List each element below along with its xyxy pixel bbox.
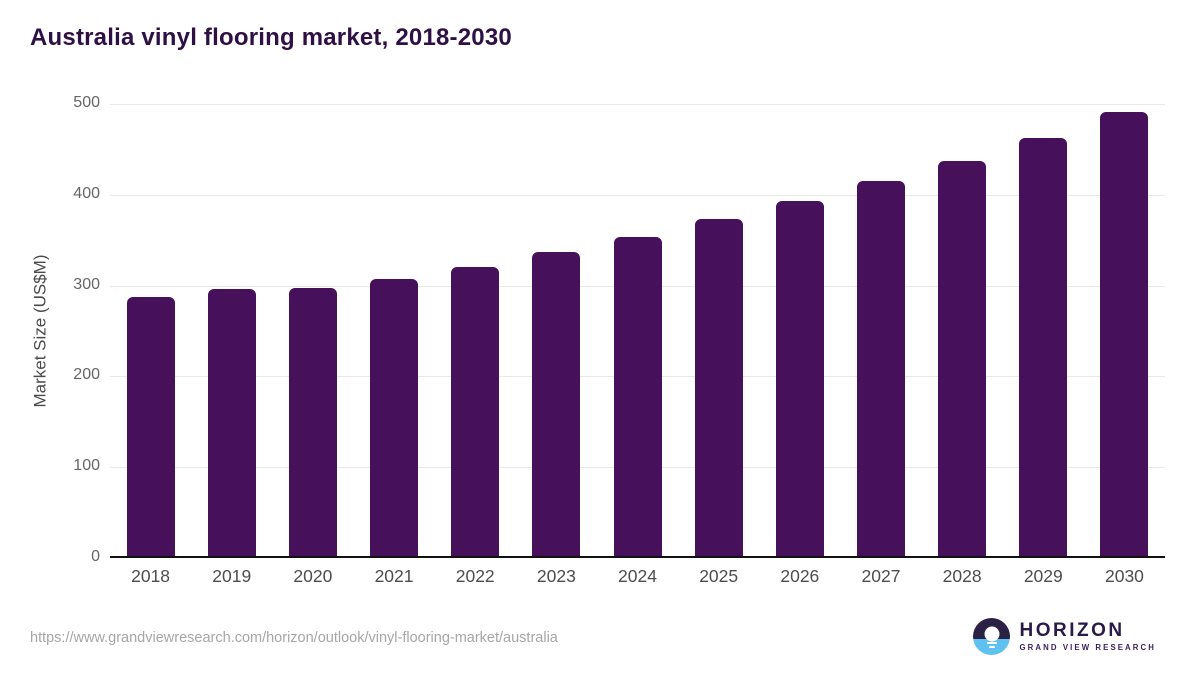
bar-column-2028 <box>922 104 1003 558</box>
horizon-logo: HORIZON GRAND VIEW RESEARCH <box>973 618 1156 655</box>
x-axis-tick-labels: 2018 2019 2020 2021 2022 2023 2024 2025 2026 2027… <box>110 566 1165 587</box>
x-tick-label-2023: 2023 <box>536 566 576 586</box>
x-tick-label-2020: 2020 <box>293 566 333 586</box>
gridline-400 <box>110 194 1165 196</box>
y-tick-label-300: 300 <box>73 275 100 293</box>
bar-column-2030 <box>1084 104 1165 558</box>
gridline-500 <box>110 104 1165 105</box>
bar-column-2023 <box>516 104 597 558</box>
sun-reflection-line <box>988 646 995 648</box>
x-tick-label-2021: 2021 <box>374 566 414 586</box>
bar-column-2021 <box>353 104 434 558</box>
x-tick-label-2026: 2026 <box>780 566 820 586</box>
y-tick-label-400: 400 <box>73 184 100 202</box>
x-tick-label-2019: 2019 <box>212 566 252 586</box>
bar-2025 <box>694 219 743 558</box>
x-axis-line <box>110 556 1165 558</box>
bar-column-2020 <box>272 104 353 558</box>
bar-column-2027 <box>840 104 921 558</box>
x-tick-label-2018: 2018 <box>131 566 171 586</box>
y-tick-label-0: 0 <box>91 548 100 565</box>
x-tick-label-2029: 2029 <box>1023 566 1063 586</box>
plot-area <box>110 104 1165 558</box>
y-tick-label-500: 500 <box>73 94 100 111</box>
bar-column-2019 <box>191 104 272 558</box>
x-tick-label-2024: 2024 <box>618 566 657 586</box>
x-tick-label-2027: 2027 <box>861 566 901 586</box>
y-axis-tick-labels: 0 100 200 300 400 500 <box>0 94 100 565</box>
sun-reflection-line <box>986 642 997 644</box>
bar-2023 <box>532 252 581 558</box>
logo-text: HORIZON GRAND VIEW RESEARCH <box>1019 619 1156 653</box>
bar-column-2025 <box>678 104 759 558</box>
bar-2024 <box>613 236 662 558</box>
bars-row <box>110 104 1165 558</box>
y-tick-label-100: 100 <box>73 457 100 475</box>
chart-title: Australia vinyl flooring market, 2018-20… <box>30 24 512 51</box>
source-url-text: https://www.grandviewresearch.com/horizo… <box>30 630 558 646</box>
bar-2018 <box>126 297 175 558</box>
x-tick-label-2022: 2022 <box>455 566 495 586</box>
horizon-logo-icon <box>973 618 1011 655</box>
bar-2021 <box>370 279 419 558</box>
bar-column-2026 <box>759 104 840 558</box>
bar-column-2029 <box>1003 104 1084 558</box>
x-tick-label-2030: 2030 <box>1104 566 1144 586</box>
sun-icon <box>984 626 1000 642</box>
bar-2028 <box>938 161 987 558</box>
bar-2026 <box>775 201 824 558</box>
logo-title: HORIZON <box>1019 619 1125 641</box>
bar-column-2018 <box>110 104 191 558</box>
x-tick-label-2025: 2025 <box>699 566 739 586</box>
bar-2029 <box>1019 137 1068 558</box>
bar-2030 <box>1100 112 1149 558</box>
bar-2027 <box>856 181 905 558</box>
bar-2022 <box>451 267 500 558</box>
bar-2020 <box>288 288 337 558</box>
bar-2019 <box>207 289 256 558</box>
bar-column-2024 <box>597 104 678 558</box>
x-tick-label-2028: 2028 <box>942 566 982 586</box>
logo-subtitle: GRAND VIEW RESEARCH <box>1019 643 1156 653</box>
bar-column-2022 <box>435 104 516 558</box>
y-tick-label-200: 200 <box>73 366 100 384</box>
